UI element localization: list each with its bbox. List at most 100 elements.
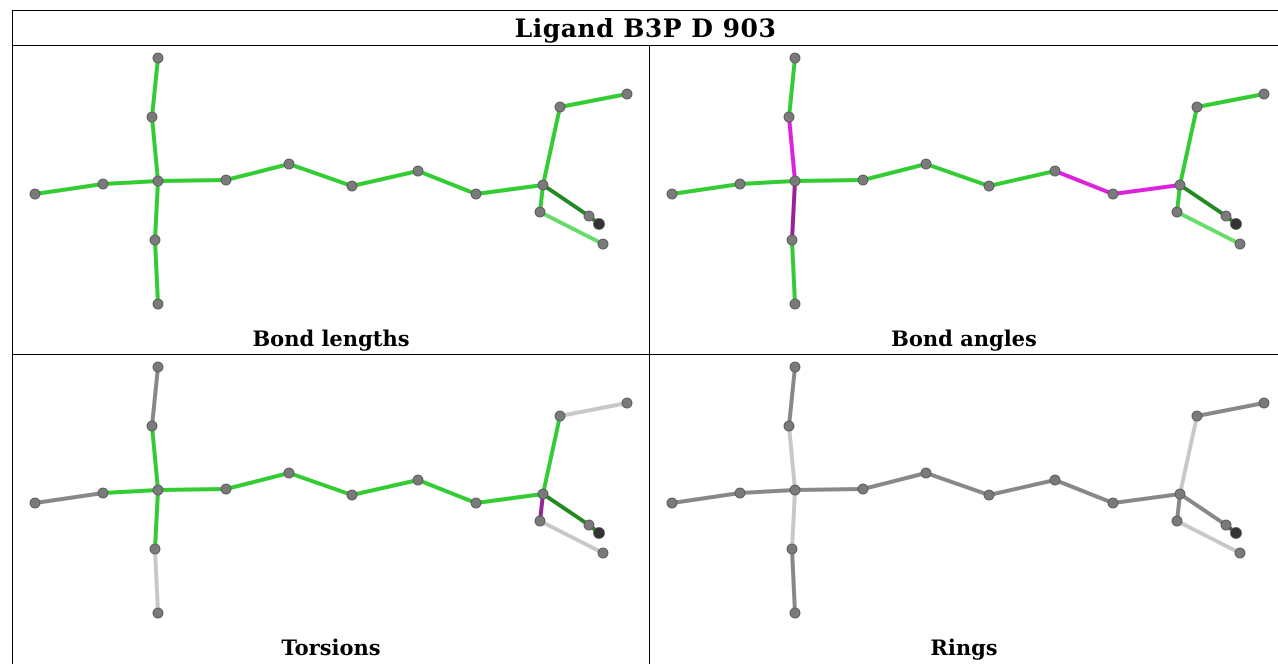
atom xyxy=(412,474,424,486)
bond xyxy=(33,491,105,505)
bond xyxy=(350,169,420,188)
atom xyxy=(149,543,161,555)
bond xyxy=(1053,169,1115,196)
atom xyxy=(983,180,995,192)
atom xyxy=(789,607,801,619)
atom xyxy=(1174,179,1186,191)
bond xyxy=(861,162,928,182)
atom xyxy=(734,487,746,499)
panel-bond-lengths: Bond lengths xyxy=(12,46,649,355)
atom xyxy=(789,175,801,187)
atom xyxy=(1234,547,1246,559)
bond xyxy=(153,238,160,306)
atom xyxy=(283,467,295,479)
atom xyxy=(583,210,595,222)
bond xyxy=(541,105,562,187)
bond xyxy=(787,424,797,492)
atom xyxy=(220,174,232,186)
atom xyxy=(554,101,566,113)
atom xyxy=(786,234,798,246)
atom xyxy=(920,467,932,479)
atom xyxy=(470,188,482,200)
bond xyxy=(924,162,991,188)
bond xyxy=(987,169,1057,188)
panel-label-torsions: Torsions xyxy=(281,635,381,660)
panel-torsions: Torsions xyxy=(12,355,649,664)
atom xyxy=(152,298,164,310)
atom xyxy=(152,175,164,187)
bond xyxy=(793,178,865,183)
bond xyxy=(1111,492,1182,505)
atom xyxy=(1171,515,1183,527)
atom xyxy=(1191,101,1203,113)
bond xyxy=(153,179,160,242)
atom xyxy=(786,543,798,555)
bond xyxy=(350,478,420,497)
atom xyxy=(1230,218,1242,230)
bond xyxy=(538,210,605,246)
bond xyxy=(156,487,228,492)
atom xyxy=(29,497,41,509)
atom xyxy=(346,489,358,501)
bond xyxy=(987,478,1057,497)
bond xyxy=(558,401,629,418)
bond xyxy=(1111,183,1182,196)
bond xyxy=(670,491,742,505)
atom xyxy=(783,420,795,432)
atom xyxy=(1234,238,1246,250)
atom xyxy=(593,218,605,230)
bond xyxy=(1178,183,1228,218)
bond xyxy=(738,488,797,495)
bond xyxy=(787,365,797,428)
atom xyxy=(346,180,358,192)
bond xyxy=(416,478,478,505)
bond xyxy=(787,56,797,119)
atom xyxy=(534,206,546,218)
atom xyxy=(537,179,549,191)
atom xyxy=(470,497,482,509)
atom xyxy=(1174,488,1186,500)
bond xyxy=(287,471,354,497)
atom xyxy=(1191,410,1203,422)
molecule-bond-lengths xyxy=(29,52,633,310)
atom xyxy=(597,547,609,559)
panel-rings: Rings xyxy=(649,355,1278,664)
bond xyxy=(790,238,797,306)
bond xyxy=(1178,105,1199,187)
bond xyxy=(1178,414,1199,496)
bond xyxy=(1195,401,1266,418)
atom xyxy=(857,483,869,495)
atom xyxy=(789,52,801,64)
atom xyxy=(1258,397,1270,409)
atom xyxy=(146,111,158,123)
atom xyxy=(152,52,164,64)
atom xyxy=(920,158,932,170)
bond xyxy=(541,414,562,496)
atom xyxy=(1220,519,1232,531)
atom xyxy=(152,361,164,373)
atom xyxy=(666,497,678,509)
atom xyxy=(97,487,109,499)
bond xyxy=(861,471,928,491)
bond xyxy=(787,115,797,183)
atom xyxy=(1107,188,1119,200)
bond xyxy=(224,162,291,182)
bond xyxy=(1053,478,1115,505)
atom xyxy=(593,527,605,539)
bond xyxy=(150,424,160,492)
bond xyxy=(1175,519,1242,555)
atom xyxy=(666,188,678,200)
atom xyxy=(149,234,161,246)
atom xyxy=(152,484,164,496)
atom xyxy=(857,174,869,186)
bond xyxy=(474,183,545,196)
atom xyxy=(789,484,801,496)
panel-label-rings: Rings xyxy=(930,635,998,660)
atom xyxy=(146,420,158,432)
panel-bond-angles: Bond angles xyxy=(649,46,1278,355)
bond xyxy=(153,547,160,615)
figure-title: Ligand B3P D 903 xyxy=(12,10,1278,46)
bond xyxy=(793,487,865,492)
molecule-bond-angles xyxy=(666,52,1270,310)
atom xyxy=(283,158,295,170)
